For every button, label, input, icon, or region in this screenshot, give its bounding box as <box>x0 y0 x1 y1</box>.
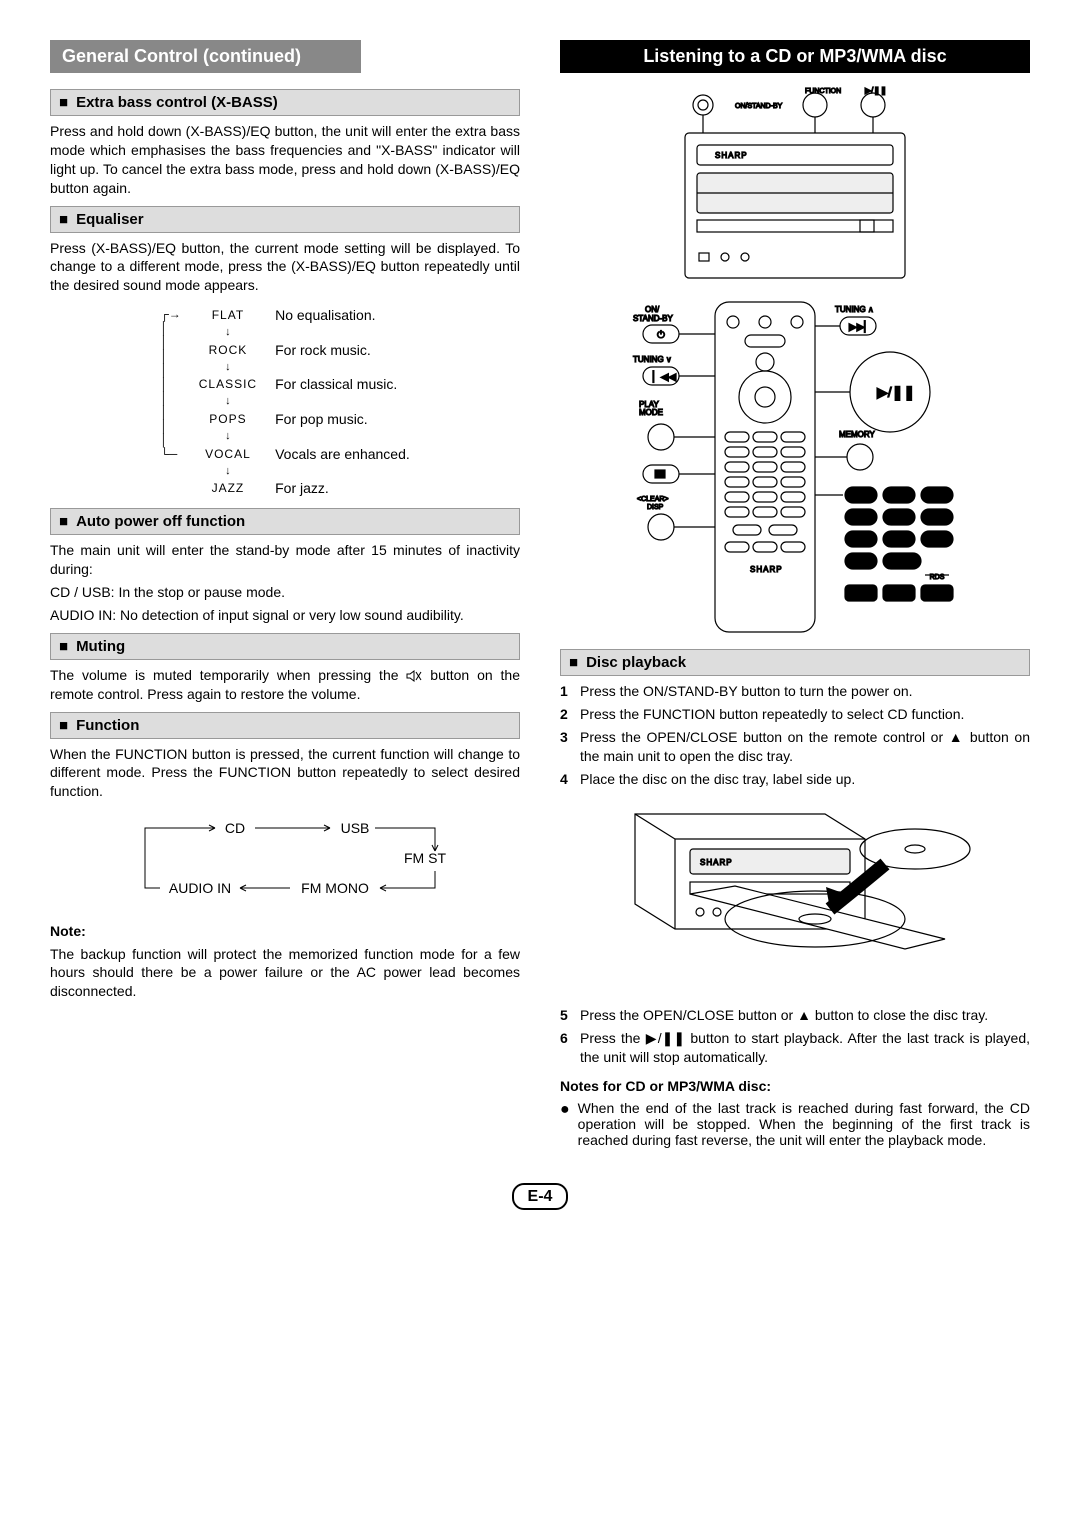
main-unit-illustration: ON/STAND-BY FUNCTION ▶/❚❚ SHARP <box>655 85 935 285</box>
eq-body: Press (X-BASS)/EQ button, the current mo… <box>50 239 520 296</box>
svg-text:SHARP: SHARP <box>700 858 733 867</box>
svg-text:CD: CD <box>225 820 245 836</box>
xbass-body: Press and hold down (X-BASS)/EQ button, … <box>50 122 520 198</box>
svg-text:STAND-BY: STAND-BY <box>633 314 674 323</box>
disc-steps-2: Press the OPEN/CLOSE button or ▲ button … <box>560 1006 1030 1067</box>
disc-steps-1: Press the ON/STAND-BY button to turn the… <box>560 682 1030 788</box>
func-body: When the FUNCTION button is pressed, the… <box>50 745 520 802</box>
svg-text:6: 6 <box>934 512 940 524</box>
section-disc: ■Disc playback <box>560 649 1030 676</box>
svg-text:DISP: DISP <box>929 591 946 598</box>
svg-text:TUNING ∧: TUNING ∧ <box>835 305 874 314</box>
svg-text:MEMORY: MEMORY <box>839 430 876 439</box>
section-xbass: ■Extra bass control (X-BASS) <box>50 89 520 116</box>
notes-title: Notes for CD or MP3/WMA disc: <box>560 1077 1030 1096</box>
muting-body: The volume is muted temporarily when pre… <box>50 666 520 704</box>
svg-text:ON/: ON/ <box>645 305 660 314</box>
svg-text:9: 9 <box>934 534 940 546</box>
svg-text:DISP: DISP <box>647 504 664 511</box>
mute-icon <box>406 669 422 683</box>
right-header: Listening to a CD or MP3/WMA disc <box>560 40 1030 73</box>
left-header: General Control (continued) <box>50 40 361 73</box>
svg-text:ON/STAND-BY: ON/STAND-BY <box>735 103 783 110</box>
page-number: E-4 <box>50 1188 1030 1206</box>
svg-text:FM ST: FM ST <box>404 850 446 866</box>
remote-illustration: ON/ STAND-BY ⏻ TUNING ∨ ▏◀◀ PLAY MODE <C… <box>615 297 975 637</box>
svg-text:5: 5 <box>896 512 902 524</box>
svg-text:SHARP: SHARP <box>750 565 783 574</box>
svg-text:ASPM: ASPM <box>851 591 871 598</box>
function-cycle-diagram: CD USB FM ST FM MONO AUDIO IN <box>50 813 520 909</box>
disc-tray-illustration: SHARP <box>605 794 985 994</box>
svg-text:FUNCTION: FUNCTION <box>805 88 841 95</box>
svg-text:FM MONO: FM MONO <box>301 880 369 896</box>
svg-text:3: 3 <box>934 490 940 502</box>
svg-text:1: 1 <box>858 490 864 502</box>
svg-text:TUNING ∨: TUNING ∨ <box>633 355 672 364</box>
svg-text:<CLEAR>: <CLEAR> <box>637 496 669 503</box>
svg-text:▶/❚❚: ▶/❚❚ <box>865 86 887 95</box>
svg-text:▏◀◀: ▏◀◀ <box>652 370 676 383</box>
svg-text:USB: USB <box>341 820 370 836</box>
svg-text:8: 8 <box>896 534 902 546</box>
svg-text:⏻: ⏻ <box>657 330 665 341</box>
svg-text:AUDIO IN: AUDIO IN <box>169 880 231 896</box>
section-muting: ■Muting <box>50 633 520 660</box>
section-apo: ■Auto power off function <box>50 508 520 535</box>
disc-note: ● When the end of the last track is reac… <box>560 1100 1030 1148</box>
svg-text:10+: 10+ <box>893 556 912 568</box>
svg-text:4: 4 <box>858 512 864 524</box>
apo-body2: CD / USB: In the stop or pause mode. <box>50 583 520 602</box>
svg-text:▶▶▏: ▶▶▏ <box>849 320 872 333</box>
note-title: Note: <box>50 922 520 941</box>
note-body: The backup function will protect the mem… <box>50 945 520 1002</box>
svg-text:PTY: PTY <box>892 591 906 598</box>
svg-text:2: 2 <box>896 490 902 502</box>
svg-text:SHARP: SHARP <box>715 151 748 160</box>
apo-body1: The main unit will enter the stand-by mo… <box>50 541 520 579</box>
svg-text:7: 7 <box>858 534 864 546</box>
svg-text:0: 0 <box>858 556 864 568</box>
svg-text:▶/❚❚: ▶/❚❚ <box>877 384 915 401</box>
section-function: ■Function <box>50 712 520 739</box>
eq-table: ┌→│││││││││└─ FLATNo equalisation. ↓ ROC… <box>150 303 420 500</box>
svg-text:MODE: MODE <box>639 408 663 417</box>
section-eq: ■Equaliser <box>50 206 520 233</box>
apo-body3: AUDIO IN: No detection of input signal o… <box>50 606 520 625</box>
